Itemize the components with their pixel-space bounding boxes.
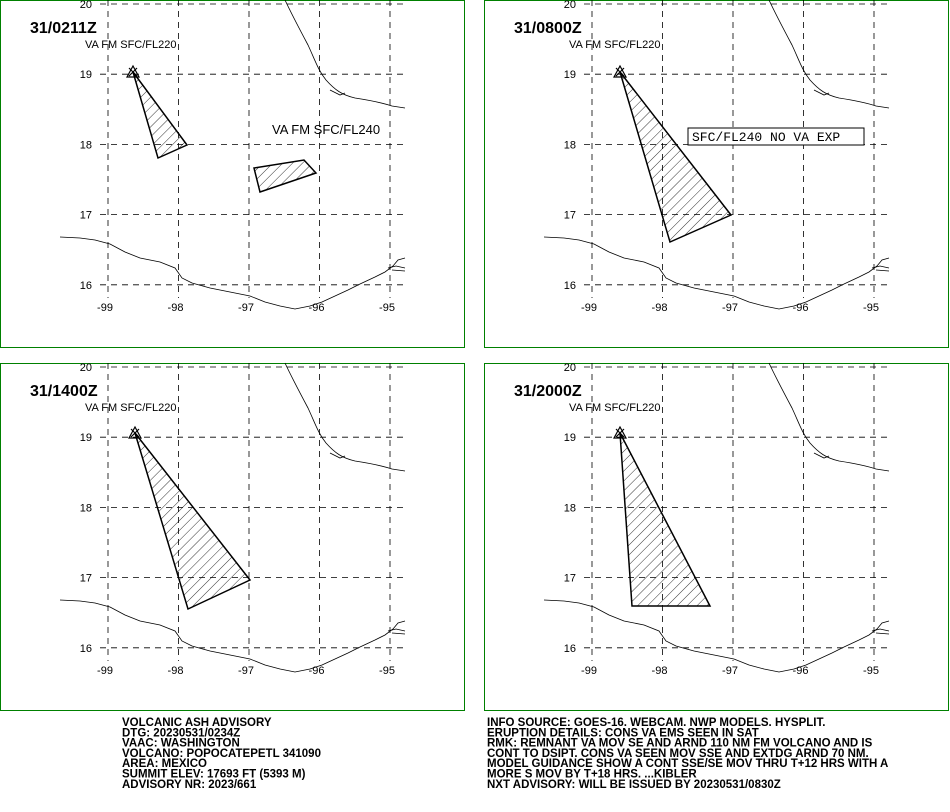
ash-area xyxy=(619,71,733,244)
advisory-line: VOLCANO: POPOCATEPETL 341090 xyxy=(122,748,321,760)
ash-area xyxy=(132,71,189,160)
coastline xyxy=(543,236,890,310)
lat-label: 20 xyxy=(80,0,92,11)
advisory-line: RMK: REMNANT VA MOV SE AND ARND 110 NM F… xyxy=(487,738,873,750)
advisory-line: DTG: 20230531/0234Z xyxy=(122,727,240,739)
lon-label: -99 xyxy=(97,302,113,314)
lat-label: 20 xyxy=(564,0,576,11)
lat-label: 17 xyxy=(80,573,92,585)
valid-time: 31/0211Z xyxy=(30,20,97,37)
flight-level-label: VA FM SFC/FL240 xyxy=(272,122,380,137)
lat-label: 19 xyxy=(80,69,92,81)
lat-label: 17 xyxy=(564,210,576,222)
advisory-line: VAAC: WASHINGTON xyxy=(122,738,240,750)
lat-label: 18 xyxy=(564,502,576,514)
coastline xyxy=(387,265,406,272)
flight-level-label: VA FM SFC/FL220 xyxy=(569,402,661,414)
ash-area xyxy=(619,432,712,607)
advisory-line: CONT TO DSIPT. CONS VA SEEN MOV SSE AND … xyxy=(487,748,869,760)
coastline xyxy=(768,0,890,109)
advisory-line: INFO SOURCE: GOES-16. WEBCAM. NWP MODELS… xyxy=(487,717,825,729)
coastline xyxy=(329,452,346,459)
lat-label: 19 xyxy=(80,432,92,444)
lon-label: -99 xyxy=(97,665,113,677)
coastline xyxy=(284,0,406,109)
coastline xyxy=(543,599,890,673)
lon-label: -99 xyxy=(581,302,597,314)
coastline xyxy=(59,599,406,673)
valid-time: 31/1400Z xyxy=(30,383,98,400)
lon-label: -95 xyxy=(379,665,395,677)
advisory-line: ADVISORY NR: 2023/661 xyxy=(122,779,257,791)
lat-label: 18 xyxy=(564,139,576,151)
lon-label: -97 xyxy=(722,665,738,677)
coastline xyxy=(871,265,890,272)
ash-area xyxy=(253,159,318,193)
advisory-line: SUMMIT ELEV: 17693 FT (5393 M) xyxy=(122,769,306,781)
advisory-line: MODEL GUIDANCE SHOW A CONT SSE/SE MOV TH… xyxy=(487,758,888,770)
lat-label: 17 xyxy=(564,573,576,585)
lat-label: 16 xyxy=(80,280,92,292)
flight-level-label: VA FM SFC/FL220 xyxy=(569,39,661,51)
lat-label: 16 xyxy=(564,280,576,292)
lat-label: 20 xyxy=(80,362,92,374)
no-ash-label: SFC/FL240 NO VA EXP xyxy=(692,130,840,145)
advisory-line: VOLCANIC ASH ADVISORY xyxy=(122,717,272,729)
panel-border xyxy=(0,0,465,348)
coastline xyxy=(329,89,346,96)
panel-border xyxy=(484,363,949,711)
lat-label: 16 xyxy=(564,643,576,655)
lat-label: 19 xyxy=(564,69,576,81)
panel-border xyxy=(484,0,949,348)
coastline xyxy=(813,452,830,459)
lon-label: -97 xyxy=(238,302,254,314)
lon-label: -98 xyxy=(168,302,184,314)
coastline xyxy=(813,89,830,96)
lat-label: 16 xyxy=(80,643,92,655)
lon-label: -98 xyxy=(652,302,668,314)
volcano-marker xyxy=(127,425,143,439)
volcano-marker xyxy=(125,64,141,78)
lon-label: -95 xyxy=(379,302,395,314)
valid-time: 31/0800Z xyxy=(514,20,582,37)
coastline xyxy=(768,362,890,472)
advisory-line: AREA: MEXICO xyxy=(122,758,207,770)
lon-label: -95 xyxy=(863,665,879,677)
coastline xyxy=(387,628,406,635)
lon-label: -99 xyxy=(581,665,597,677)
lat-label: 18 xyxy=(80,139,92,151)
volcano-marker xyxy=(612,425,628,439)
advisory-line: NXT ADVISORY: WILL BE ISSUED BY 20230531… xyxy=(487,779,781,791)
coastline xyxy=(871,628,890,635)
flight-level-label: VA FM SFC/FL220 xyxy=(85,39,177,51)
lat-label: 19 xyxy=(564,432,576,444)
valid-time: 31/2000Z xyxy=(514,383,582,400)
lon-label: -98 xyxy=(652,665,668,677)
lat-label: 18 xyxy=(80,502,92,514)
advisory-line: ERUPTION DETAILS: CONS VA EMS SEEN IN SA… xyxy=(487,727,759,739)
flight-level-label: VA FM SFC/FL220 xyxy=(85,402,177,414)
advisory-line: MORE S MOV BY T+18 HRS. ...KIBLER xyxy=(487,769,697,781)
lat-label: 20 xyxy=(564,362,576,374)
lon-label: -95 xyxy=(863,302,879,314)
coastline xyxy=(59,236,406,310)
lon-label: -98 xyxy=(168,665,184,677)
volcano-marker xyxy=(612,64,628,78)
lat-label: 17 xyxy=(80,210,92,222)
panel-border xyxy=(0,363,465,711)
ash-area xyxy=(134,432,252,611)
label-box xyxy=(687,127,865,146)
coastline xyxy=(284,362,406,472)
lon-label: -97 xyxy=(722,302,738,314)
lon-label: -97 xyxy=(238,665,254,677)
